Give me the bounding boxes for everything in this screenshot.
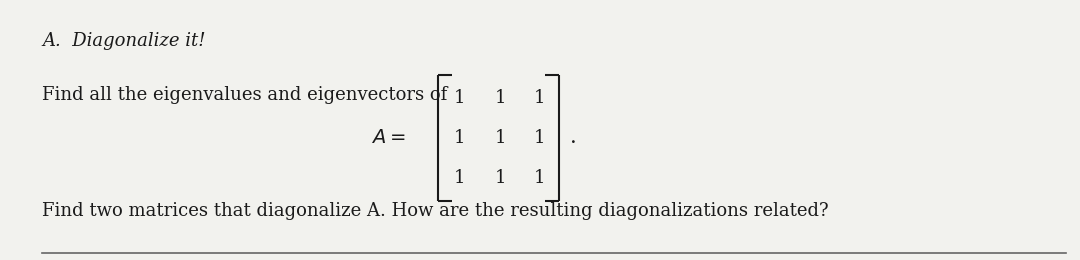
Text: 1: 1: [495, 89, 505, 107]
Text: A.  Diagonalize it!: A. Diagonalize it!: [42, 32, 206, 50]
Text: 1: 1: [535, 89, 545, 107]
Text: 1: 1: [454, 89, 465, 107]
Text: .: .: [570, 128, 577, 147]
Text: 1: 1: [535, 168, 545, 187]
Text: 1: 1: [454, 168, 465, 187]
Text: $A =$: $A =$: [370, 129, 405, 147]
Text: 1: 1: [495, 129, 505, 147]
Text: Find two matrices that diagonalize A. How are the resulting diagonalizations rel: Find two matrices that diagonalize A. Ho…: [42, 202, 829, 220]
Text: 1: 1: [495, 168, 505, 187]
Text: 1: 1: [535, 129, 545, 147]
Text: Find all the eigenvalues and eigenvectors of: Find all the eigenvalues and eigenvector…: [42, 86, 447, 104]
Text: 1: 1: [454, 129, 465, 147]
